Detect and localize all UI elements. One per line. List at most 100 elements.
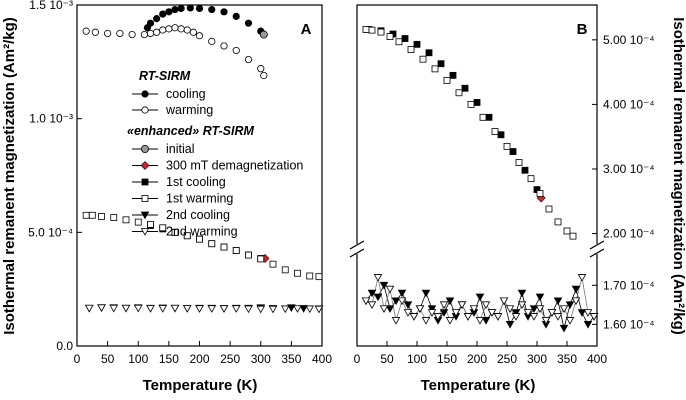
panel-a-point xyxy=(109,304,119,313)
panel-b-point xyxy=(427,309,437,317)
panel-a-point xyxy=(256,305,266,314)
panel-a-x-tick-label: 0 xyxy=(74,352,81,366)
panel-b-point xyxy=(511,313,521,321)
panel-a-point xyxy=(259,30,268,39)
panel-b-point xyxy=(589,313,599,321)
panel-a-point xyxy=(88,211,96,219)
panel-b-point xyxy=(583,309,593,317)
legend-item-label: initial xyxy=(166,142,195,156)
panel-b-point xyxy=(509,148,517,155)
panel-b-point xyxy=(449,71,457,79)
x-axis-label-b: Temperature (K) xyxy=(421,377,536,394)
panel-a-point xyxy=(159,26,167,34)
panel-b-point xyxy=(563,227,571,235)
panel-b-point xyxy=(368,26,376,34)
panel-b-point xyxy=(391,317,401,325)
panel-b-x-tick-label: 50 xyxy=(380,352,394,366)
panel-a-point xyxy=(177,4,185,13)
legend-item-label: 300 mT demagnetization xyxy=(166,159,303,173)
panel-b-point xyxy=(545,205,553,213)
panel-a-point xyxy=(121,304,131,313)
panel-b-point xyxy=(455,89,463,97)
panel-b-point xyxy=(451,309,461,317)
panel-b-point xyxy=(379,281,389,290)
panel-a-x-tick-label: 350 xyxy=(281,352,301,366)
panel-a-x-tick-label: 100 xyxy=(128,352,148,366)
panel-b-x-tick-label: 300 xyxy=(527,352,547,366)
panel-a-ticks: 0 50 100 150 200 250 300 350 400 0.0 5.0 10⁻⁴ 1.0 1… xyxy=(28,0,332,366)
panel-a-point xyxy=(182,305,192,313)
panel-b-point xyxy=(521,166,529,174)
panel-b-data xyxy=(361,26,599,333)
panel-a-point xyxy=(170,304,180,313)
panel-b-point xyxy=(367,289,377,298)
panel-b-point xyxy=(373,274,383,282)
legend-group1-title: RT-SIRM xyxy=(139,69,191,83)
panel-b-point xyxy=(499,297,509,306)
panel-b-point xyxy=(461,84,469,92)
panel-b-point xyxy=(485,113,493,121)
panel-a-point xyxy=(260,71,268,80)
legend-item-label: 1st cooling xyxy=(166,175,226,189)
panel-b-point xyxy=(559,305,569,313)
panel-a-point xyxy=(232,12,240,20)
panel-a-point xyxy=(299,305,308,313)
legend-marker xyxy=(141,106,149,114)
panel-a-point xyxy=(186,4,194,12)
panel-b-point xyxy=(491,128,499,135)
panel-b-point xyxy=(475,293,485,302)
panel-a-y-tick-label: 1.0 10⁻³ xyxy=(29,112,73,126)
panel-a-point xyxy=(293,305,302,313)
panel-b-y-tick-label: 4.00 10⁻⁴ xyxy=(603,97,655,111)
panel-a-point xyxy=(146,305,155,313)
panel-a-point xyxy=(305,305,315,314)
panel-a-label: A xyxy=(301,21,312,38)
panel-b-point xyxy=(421,317,431,325)
panel-a-point xyxy=(245,251,252,259)
legend-marker xyxy=(140,144,149,153)
panel-b-point xyxy=(517,289,527,298)
panel-b-point xyxy=(473,99,481,106)
panel-a-point xyxy=(165,8,173,16)
panel-a-point xyxy=(171,24,179,32)
panel-a-point xyxy=(244,55,253,64)
panel-a-point xyxy=(82,211,90,219)
axis-break-gap-right xyxy=(590,244,604,254)
panel-a-point xyxy=(208,37,216,45)
panel-b-point xyxy=(559,324,569,333)
panel-b-point xyxy=(403,309,413,317)
panel-b-point xyxy=(445,317,455,325)
panel-a-point xyxy=(232,247,240,254)
panel-a-x-tick-label: 400 xyxy=(312,352,332,366)
panel-b-point xyxy=(463,313,473,321)
panel-a-point xyxy=(208,240,216,248)
panel-a-y-tick-label: 5.0 10⁻⁴ xyxy=(28,225,73,239)
panel-a-point xyxy=(220,42,228,50)
panel-a-x-tick-label: 150 xyxy=(159,352,179,366)
panel-b-x-tick-label: 350 xyxy=(557,352,577,366)
legend-item-label: 2nd warming xyxy=(166,225,238,239)
panel-b-point xyxy=(481,301,491,310)
panel-a-point xyxy=(171,5,179,14)
panel-a-point xyxy=(97,304,106,313)
panel-a-point xyxy=(104,29,112,38)
panel-a-point xyxy=(280,305,290,314)
panel-b-point xyxy=(439,301,449,310)
panel-a-point xyxy=(158,305,168,313)
panel-b-point xyxy=(427,305,437,313)
panel-a-point xyxy=(153,28,161,36)
axis-break-gap-left xyxy=(350,244,364,254)
panel-b-point xyxy=(386,33,394,40)
panel-b-point xyxy=(503,142,511,150)
panel-b-point xyxy=(535,293,545,302)
panel-a-point xyxy=(159,10,167,18)
panel-a-point xyxy=(314,305,324,314)
panel-a-point xyxy=(110,214,118,221)
panel-b-point xyxy=(395,38,403,46)
panel-b-point xyxy=(443,77,451,84)
panel-b-point xyxy=(569,232,577,240)
panel-b-x-tick-label: 200 xyxy=(467,352,487,366)
panel-a-point xyxy=(84,304,94,313)
panel-b-y-tick-label: 1.70 10⁻⁴ xyxy=(603,278,655,292)
panel-b-point xyxy=(431,65,439,73)
